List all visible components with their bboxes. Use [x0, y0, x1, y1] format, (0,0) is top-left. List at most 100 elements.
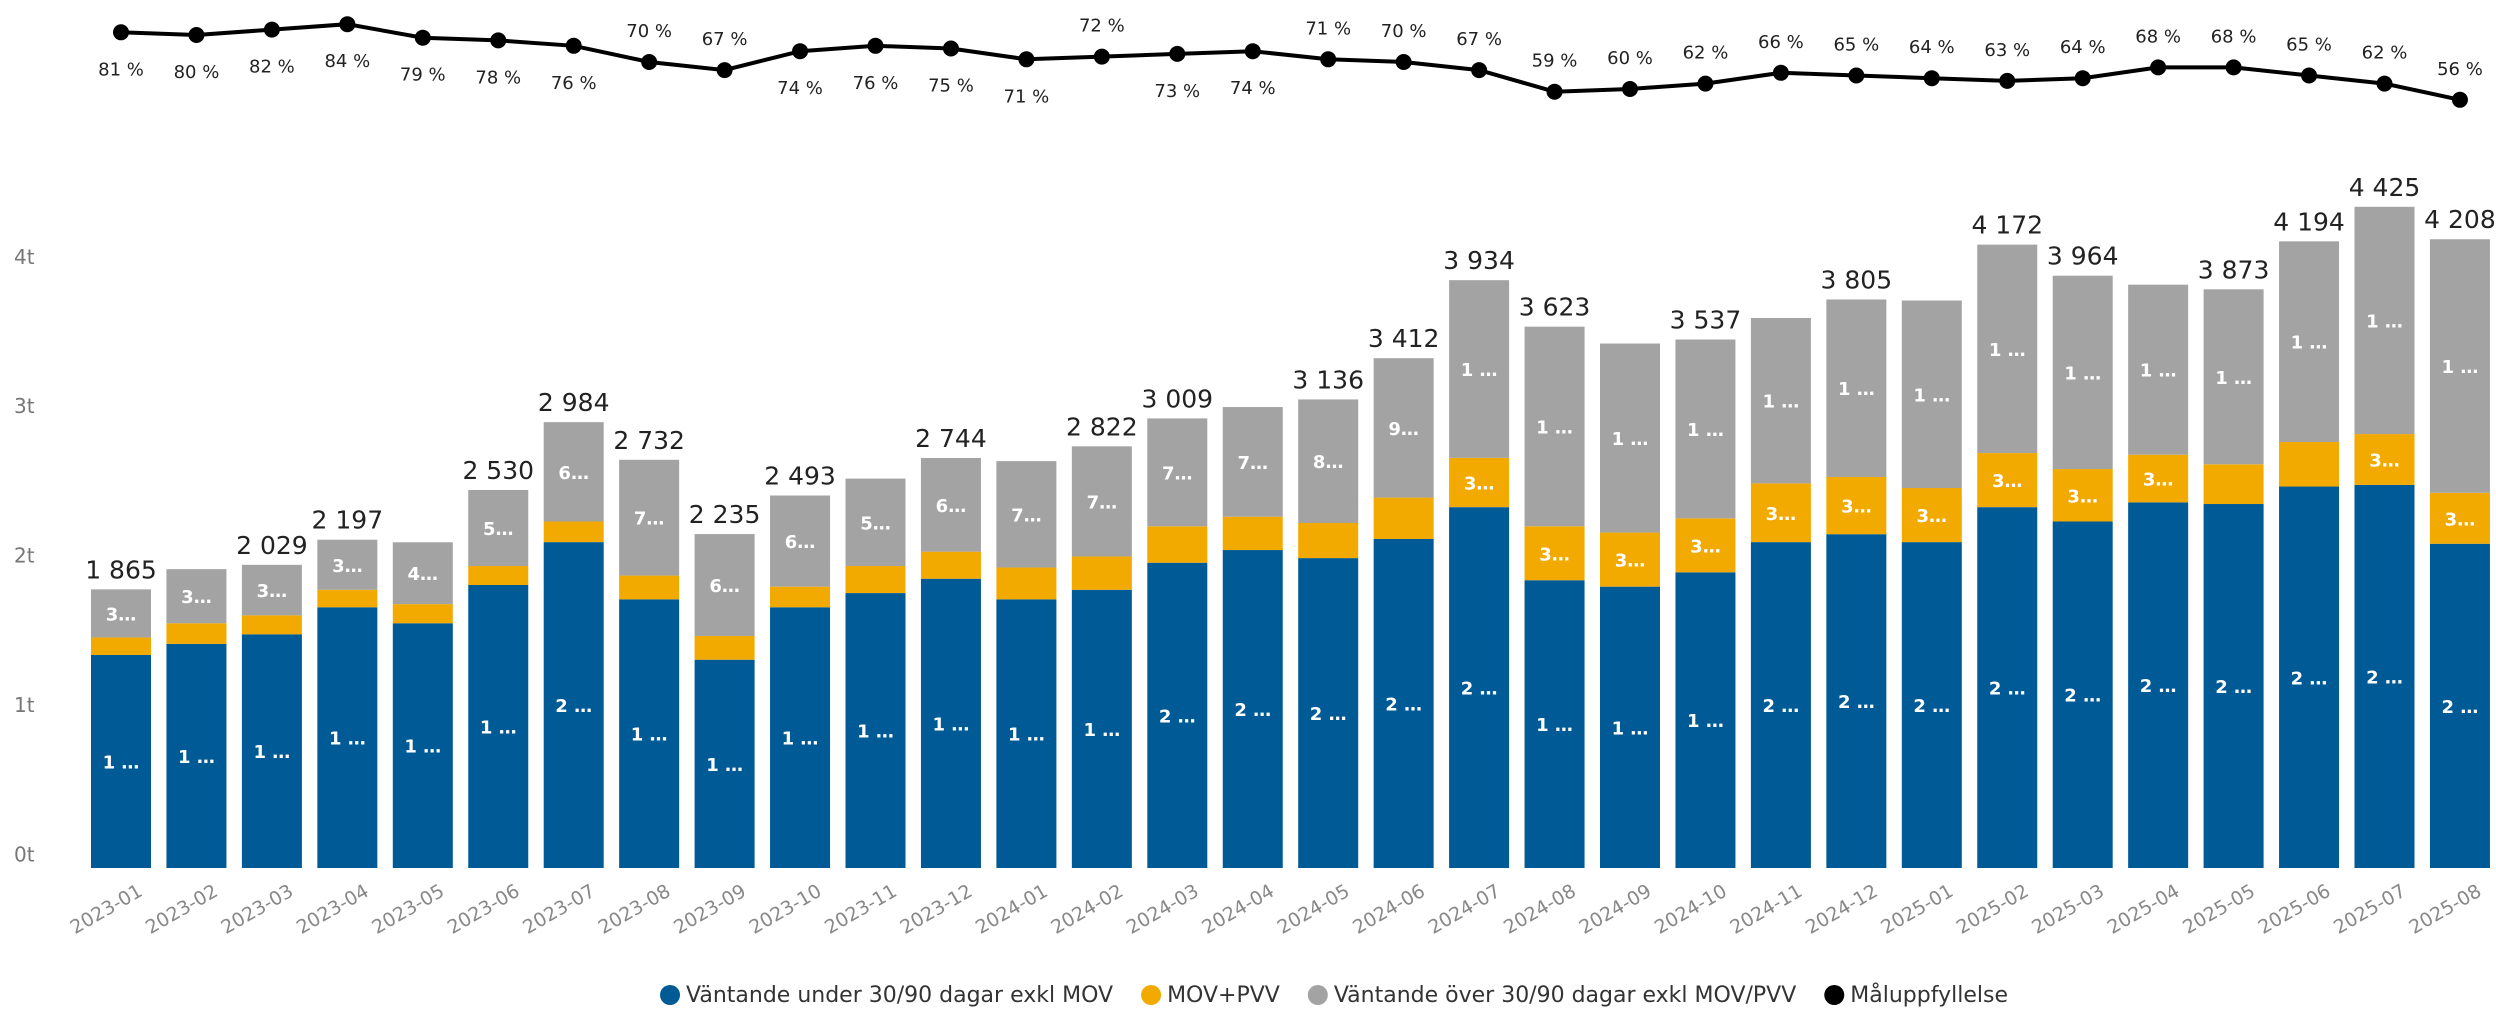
line-point — [2074, 70, 2091, 87]
bar-segment — [996, 567, 1057, 600]
point-label: 64 % — [2060, 37, 2106, 58]
total-label: 4 194 — [2273, 207, 2345, 236]
bar-segment — [1147, 562, 1208, 868]
y-tick-label: 3t — [14, 394, 35, 418]
bar-segment — [392, 542, 453, 605]
bar-segment — [1675, 572, 1736, 868]
line-point — [2225, 59, 2242, 76]
bar-segment — [1977, 507, 2038, 868]
line-point — [2301, 67, 2318, 84]
bar-segment — [1750, 542, 1811, 868]
bar-segment — [845, 566, 906, 594]
total-label: 3 805 — [1821, 265, 1893, 294]
segment-label: 2 … — [2291, 668, 2328, 689]
segment-label: 1 … — [933, 714, 970, 735]
bar-segment — [2203, 464, 2264, 505]
total-label: 4 172 — [1971, 211, 2043, 240]
line-point — [113, 24, 129, 41]
y-tick-label: 2t — [14, 544, 35, 568]
bar-segment — [1373, 497, 1434, 539]
bar-segment — [91, 654, 151, 868]
bar-segment — [317, 539, 378, 590]
bar-segment — [2203, 504, 2264, 868]
bar-segment — [1071, 446, 1132, 557]
x-tick-label: 2024-05 — [1274, 880, 1354, 939]
bar-segment — [1826, 299, 1887, 477]
legend-label: MOV+PVV — [1167, 983, 1280, 1008]
legend-swatch — [1141, 985, 1162, 1005]
segment-label: 1 … — [1687, 711, 1724, 732]
line-point — [1244, 43, 1261, 60]
bar-segment — [1675, 518, 1736, 573]
x-tick-label: 2023-05 — [368, 880, 448, 939]
bar-segment — [468, 566, 529, 586]
bar-segment — [1977, 244, 2038, 454]
segment-label: 5… — [860, 513, 891, 534]
point-label: 68 % — [2211, 26, 2257, 47]
segment-label: 7… — [1011, 505, 1042, 526]
point-label: 82 % — [249, 57, 295, 78]
segment-label: 1 … — [1838, 379, 1875, 400]
bar-segment — [845, 478, 906, 567]
x-tick-label: 2023-04 — [293, 880, 373, 939]
bar-segment — [392, 623, 453, 868]
segment-label: 6… — [709, 576, 740, 597]
bar-segment — [392, 604, 453, 624]
segment-label: 1 … — [329, 729, 366, 750]
bar-segment — [1222, 516, 1283, 551]
x-tick-label: 2025-02 — [1953, 880, 2033, 939]
bar-segment — [1298, 522, 1359, 559]
segment-label: 1 … — [1612, 718, 1649, 739]
segment-label: 2 … — [2366, 667, 2403, 688]
segment-label: 1 … — [782, 729, 819, 750]
bar-segment — [996, 599, 1057, 868]
segment-label: 1 … — [2140, 361, 2177, 382]
line-point — [1546, 83, 1563, 100]
bar-segment — [2128, 502, 2189, 868]
segment-label: 2 … — [1310, 704, 1347, 725]
bar-segment — [2279, 241, 2340, 443]
segment-label: 3… — [2445, 509, 2476, 530]
segment-label: 3… — [2067, 486, 2098, 507]
x-tick-label: 2025-06 — [2255, 880, 2335, 939]
line-point — [263, 21, 280, 38]
x-tick-label: 2025-08 — [2405, 880, 2485, 939]
bar-segment — [1373, 358, 1434, 498]
line-point — [339, 16, 356, 33]
segment-label: 3… — [1766, 504, 1797, 525]
bar-segment — [1449, 280, 1510, 458]
x-tick-label: 2024-08 — [1500, 880, 1580, 939]
bar-segment — [770, 495, 831, 587]
segment-label: 3… — [106, 604, 137, 625]
line-point — [1395, 54, 1412, 70]
bar-segment — [2429, 543, 2490, 868]
x-tick-label: 2023-06 — [444, 880, 524, 939]
bar-segment — [619, 599, 680, 868]
point-label: 73 % — [1154, 81, 1200, 102]
point-label: 76 % — [853, 73, 899, 94]
x-tick-label: 2024-07 — [1425, 880, 1505, 939]
x-tick-label: 2024-06 — [1349, 880, 1429, 939]
segment-label: 1 … — [2442, 357, 2479, 378]
point-label: 71 % — [1305, 18, 1351, 39]
x-tick-label: 2023-09 — [670, 880, 750, 939]
total-label: 3 873 — [2198, 255, 2270, 284]
segment-label: 2 … — [2215, 677, 2252, 698]
bar-segment — [241, 634, 302, 868]
bar-segment — [2279, 486, 2340, 868]
total-label: 3 623 — [1519, 293, 1591, 322]
line — [120, 22, 2461, 102]
legend-label: Måluppfyllelse — [1850, 982, 2008, 1008]
bar-segment — [1524, 526, 1585, 581]
segment-label: 1 … — [2215, 368, 2252, 389]
segment-label: 5… — [483, 519, 514, 540]
point-label: 74 % — [1230, 78, 1276, 99]
point-label: 56 % — [2437, 59, 2483, 80]
bar-segment — [1901, 542, 1962, 868]
bar-segment — [2128, 454, 2189, 503]
segment-label: 1 … — [2366, 311, 2403, 332]
point-label: 79 % — [400, 65, 446, 86]
segment-label: 2 … — [1989, 679, 2026, 700]
point-label: 70 % — [626, 21, 672, 42]
